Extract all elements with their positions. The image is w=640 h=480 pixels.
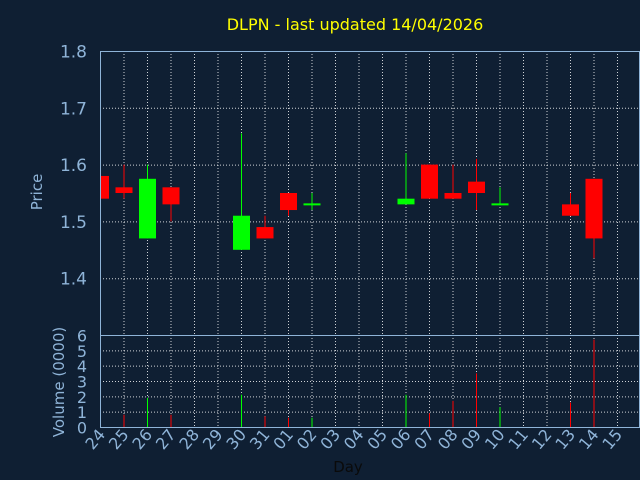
candle-body [256,227,274,239]
price-tick-label: 1.8 [60,43,87,63]
x-tick-label: 27 [152,425,180,453]
volume-tick-label: 4 [77,357,87,376]
chart-title: DLPN - last updated 14/04/2026 [227,15,484,34]
x-tick-label: 10 [481,425,509,453]
candle-body [491,203,509,206]
x-tick-label: 29 [199,425,227,453]
x-tick-label: 12 [528,425,556,453]
volume-tick-label: 6 [77,327,87,346]
x-tick-label: 25 [105,425,133,453]
price-panel: 1.4 1.5 1.6 1.7 1.8 [60,43,640,336]
x-tick-label: 04 [340,425,368,453]
x-tick-label: 15 [598,425,626,453]
x-tick-label: 03 [316,425,344,453]
x-tick-label: 26 [128,425,156,453]
x-tick-label: 02 [293,425,321,453]
x-tick-label: 05 [363,425,391,453]
x-tick-label: 30 [222,425,250,453]
candle-body [397,198,415,205]
x-tick-label: 08 [434,425,462,453]
volume-axis-label: Volume (0000) [50,327,68,437]
volume-tick-label: 2 [77,388,87,407]
candle-body [444,193,462,199]
price-plot-frame [100,51,640,336]
candle-body [562,204,579,216]
x-tick-label: 14 [575,425,603,453]
volume-tick-label: 3 [77,373,87,392]
candle-body [585,178,603,239]
candle-body [280,193,297,211]
x-tick-label: 28 [175,425,203,453]
candle-body [115,187,133,193]
volume-tick-label: 0 [77,419,87,438]
price-tick-label: 1.4 [60,270,87,290]
x-tick-label: 06 [387,425,415,453]
volume-tick-label: 1 [77,403,87,422]
volume-tick-label: 5 [77,342,87,361]
x-tick-label: 11 [504,425,532,453]
price-axis-label: Price [28,174,46,211]
price-tick-label: 1.6 [60,156,87,176]
candle-body [100,175,109,199]
x-tick-label: 31 [246,425,274,453]
candle-body [303,203,321,206]
candle-body [421,164,438,199]
x-tick-label: 01 [269,425,297,453]
day-axis-label: Day [333,458,363,476]
x-tick-label: 07 [410,425,438,453]
x-tick-label: 13 [551,425,579,453]
x-tick-label: 09 [457,425,485,453]
price-tick-label: 1.5 [60,213,87,233]
x-axis-ticks: 2425262728293031010203040506070809101112… [81,425,626,453]
candle-body [139,178,156,239]
candle-body [162,187,180,205]
candle-body [468,181,485,193]
candle-body [233,215,250,250]
price-tick-label: 1.7 [60,99,87,119]
